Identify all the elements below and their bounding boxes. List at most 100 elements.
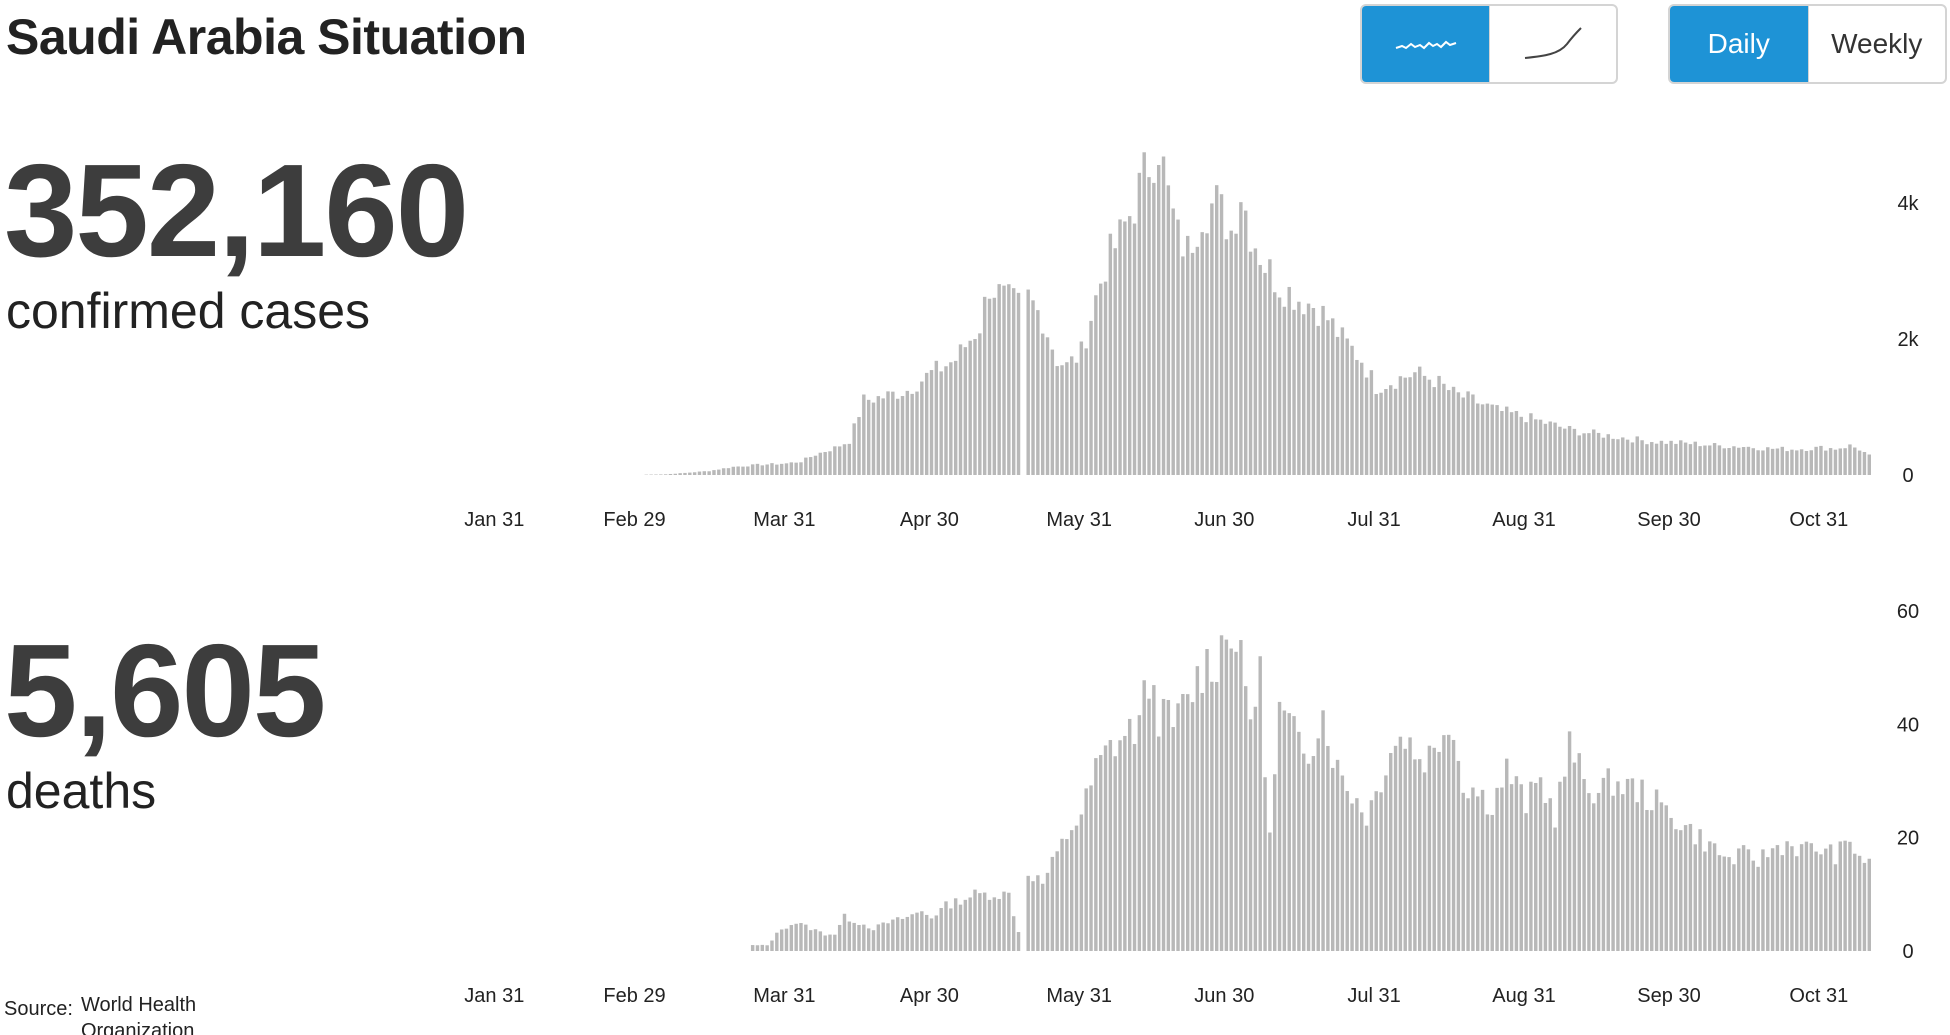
- deaths-bar: [1277, 701, 1282, 951]
- cases-bar: [1761, 450, 1765, 475]
- deaths-bar: [1147, 698, 1151, 951]
- cases-bar: [1732, 446, 1736, 475]
- deaths-bar: [1239, 640, 1243, 951]
- deaths-bar: [992, 897, 997, 951]
- cases-bar: [1471, 394, 1475, 475]
- deaths-bar: [1079, 814, 1084, 951]
- deaths-bar: [1514, 776, 1519, 951]
- cases-bar: [760, 465, 765, 475]
- cases-x-tick-label: Aug 31: [1492, 509, 1555, 531]
- deaths-bar: [1461, 792, 1465, 951]
- deaths-bar: [1572, 762, 1577, 951]
- deaths-bar: [910, 914, 914, 951]
- deaths-bar: [1055, 851, 1059, 951]
- deaths-bar: [905, 916, 910, 951]
- deaths-bar: [1306, 763, 1311, 951]
- deaths-bar: [1814, 851, 1818, 951]
- cases-bar: [939, 371, 943, 475]
- cases-bar: [1398, 376, 1403, 475]
- deaths-bar: [1862, 862, 1867, 951]
- cases-bar: [1355, 359, 1359, 475]
- cases-y-tick-label: 4k: [1897, 193, 1919, 215]
- deaths-bar: [1123, 735, 1127, 951]
- cumulative-curve-toggle-button[interactable]: [1489, 6, 1616, 82]
- deaths-label: deaths: [6, 763, 157, 819]
- daily-button[interactable]: Daily: [1670, 6, 1808, 82]
- deaths-bar: [770, 940, 774, 951]
- deaths-bar: [1321, 710, 1325, 951]
- cases-bar: [1364, 377, 1369, 475]
- cases-bar: [1780, 446, 1784, 475]
- cases-bar: [876, 396, 881, 475]
- cases-bar: [1727, 448, 1731, 475]
- deaths-bar: [1799, 844, 1804, 951]
- cases-bar: [765, 464, 769, 475]
- cases-bar: [1166, 185, 1171, 475]
- deaths-x-tick-label: Aug 31: [1492, 985, 1555, 1007]
- deaths-bar: [1171, 727, 1175, 951]
- cases-bar: [1253, 248, 1258, 475]
- cases-bar: [1722, 448, 1726, 475]
- cases-bar: [683, 472, 687, 475]
- cases-bar: [1848, 444, 1852, 475]
- deaths-bar: [1596, 792, 1601, 951]
- deaths-bar: [1364, 825, 1369, 951]
- cases-bar: [808, 457, 813, 475]
- deaths-bar: [1011, 916, 1016, 951]
- deaths-bar: [1698, 829, 1702, 951]
- cases-bar: [1098, 283, 1103, 475]
- cases-bar: [770, 463, 774, 475]
- cases-bar: [1335, 336, 1340, 475]
- weekly-button[interactable]: Weekly: [1807, 6, 1946, 82]
- cases-bar: [1838, 448, 1842, 475]
- cases-bar: [1243, 210, 1248, 475]
- chart-shape-toggle[interactable]: [1360, 4, 1618, 84]
- deaths-bar: [1616, 781, 1620, 951]
- cases-bar: [1200, 232, 1204, 475]
- deaths-bar: [1408, 737, 1412, 951]
- cases-bar: [1002, 285, 1006, 475]
- cases-bar: [746, 466, 750, 475]
- deaths-bar: [1422, 772, 1427, 951]
- cases-bar: [1302, 314, 1306, 475]
- cases-bar: [1118, 219, 1122, 475]
- deaths-bar: [1113, 756, 1117, 951]
- period-toggle[interactable]: Daily Weekly: [1668, 4, 1947, 84]
- cases-x-tick-label: May 31: [1046, 509, 1112, 531]
- deaths-bar: [1466, 798, 1470, 951]
- cases-bar: [1703, 445, 1707, 475]
- deaths-bar: [1389, 753, 1393, 951]
- deaths-bar: [1374, 791, 1378, 951]
- cases-bar: [668, 473, 673, 475]
- deaths-bar: [1659, 802, 1664, 951]
- cases-bar: [1413, 372, 1417, 475]
- cases-bar: [1809, 450, 1813, 475]
- deaths-y-tick-label: 0: [1902, 941, 1913, 963]
- cases-bar: [1316, 325, 1320, 475]
- cases-bar: [1079, 341, 1084, 475]
- daily-wave-toggle-button[interactable]: [1362, 6, 1489, 82]
- cases-bar: [1311, 308, 1316, 475]
- cases-bar: [1229, 230, 1233, 475]
- cases-bar: [1011, 288, 1016, 475]
- cases-bar: [881, 398, 885, 475]
- cases-bar: [741, 466, 745, 475]
- cases-bar: [1553, 422, 1557, 475]
- deaths-bar: [1089, 785, 1093, 951]
- deaths-bar: [1543, 802, 1548, 951]
- cases-bar: [1785, 451, 1789, 475]
- deaths-bar: [963, 899, 968, 951]
- deaths-bar: [900, 918, 905, 951]
- cases-bar: [1659, 440, 1664, 475]
- deaths-bar: [1210, 681, 1214, 951]
- cases-bar: [1587, 433, 1591, 475]
- cases-bar: [726, 468, 731, 475]
- cases-bar: [1567, 425, 1572, 475]
- cases-bar: [1669, 440, 1673, 475]
- cases-bar: [1040, 333, 1045, 475]
- deaths-bar: [1587, 793, 1591, 951]
- cases-bar: [1606, 434, 1610, 475]
- cases-bar: [1224, 239, 1229, 475]
- cases-bar: [1084, 348, 1088, 475]
- deaths-bar: [1495, 787, 1499, 951]
